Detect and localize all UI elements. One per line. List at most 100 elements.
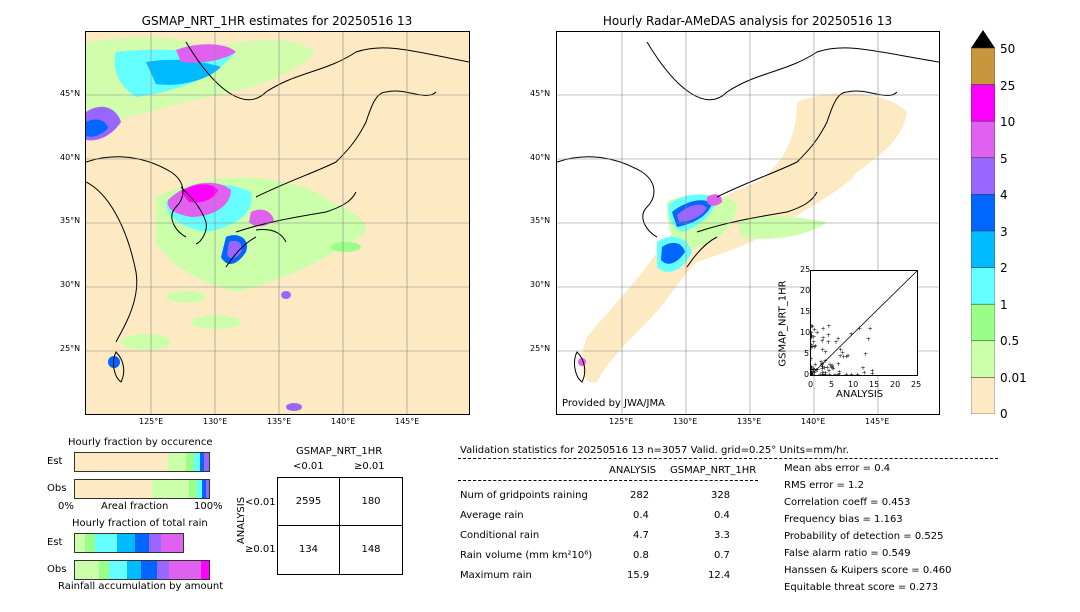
scatter-point: + <box>820 346 825 353</box>
colorbar-label: 2 <box>1000 261 1008 275</box>
right-lon-tick: 145°E <box>865 417 890 426</box>
scatter-point: + <box>811 345 814 352</box>
scatter-point: + <box>849 371 854 375</box>
scatter-point: + <box>811 365 814 372</box>
left-map-title: GSMAP_NRT_1HR estimates for 20250516 13 <box>141 14 413 28</box>
right-lat-tick: 35°N <box>530 216 551 225</box>
total-rain-obs-label: Obs <box>47 564 67 575</box>
colorbar-label: 4 <box>1000 188 1008 202</box>
scatter-point: + <box>823 358 828 365</box>
score-line: Mean abs error = 0.4 <box>784 463 891 474</box>
left-rain-patches <box>86 37 366 411</box>
scatter-point: + <box>820 366 825 373</box>
scatter-point: + <box>811 324 815 331</box>
scatter-point: + <box>863 351 868 358</box>
scatter-point: + <box>840 349 845 356</box>
score-line: False alarm ratio = 0.549 <box>784 548 911 559</box>
scatter-point: + <box>811 330 814 337</box>
score-line: Correlation coeff = 0.453 <box>784 497 911 508</box>
scatter-x-tick: 25 <box>911 380 922 389</box>
left-map-canvas <box>86 32 469 414</box>
occurrence-axis-right: 100% <box>194 501 223 512</box>
scatter-point: + <box>814 367 819 374</box>
scatter-point: + <box>837 369 842 375</box>
validation-header: Validation statistics for 20250516 13 n=… <box>460 445 849 456</box>
scatter-point: + <box>820 364 825 371</box>
scatter-x-tick: 20 <box>890 380 901 389</box>
right-lat-tick: 40°N <box>530 153 551 162</box>
stat-label: Average rain <box>460 510 524 521</box>
colorbar-segment <box>970 340 996 378</box>
colorbar-label: 0.01 <box>1000 371 1027 385</box>
scatter-point: + <box>818 359 823 366</box>
scatter-point: + <box>811 368 815 375</box>
scatter-point: + <box>819 361 824 368</box>
left-lat-tick: 35°N <box>60 216 81 225</box>
scatter-point: + <box>815 329 820 336</box>
stat-gsmap: 3.3 <box>714 530 730 541</box>
scatter-point: + <box>841 353 846 360</box>
contingency-cell: 148 <box>361 544 381 555</box>
scatter-point: + <box>829 364 834 371</box>
scatter-point: + <box>857 326 862 333</box>
right-lon-tick: 135°E <box>737 417 762 426</box>
stat-label: Conditional rain <box>460 530 540 541</box>
scatter-point: + <box>811 323 814 330</box>
scatter-point: + <box>812 367 817 374</box>
scatter-point: + <box>849 331 854 338</box>
scatter-point: + <box>820 370 825 375</box>
scatter-point: + <box>837 371 842 375</box>
stat-gsmap: 0.4 <box>714 510 730 521</box>
scatter-point: + <box>811 333 814 340</box>
scatter-point: + <box>811 356 814 363</box>
scatter-plot: + + + + + + + + + + + + + + + + + + + + + + + + + + + + + + + + + + + + + + + +… <box>808 270 918 379</box>
scatter-y-tick: 20 <box>800 286 811 295</box>
colorbar-segment <box>970 194 996 232</box>
total-rain-title: Hourly fraction of total rain <box>72 518 208 529</box>
occurrence-obs-label: Obs <box>47 483 67 494</box>
left-lon-tick: 140°E <box>331 417 356 426</box>
score-line: Frequency bias = 1.163 <box>784 514 903 525</box>
colorbar-segment <box>970 377 996 415</box>
scatter-point: + <box>811 339 816 346</box>
scatter-point: + <box>811 334 814 341</box>
right-lat-tick: 25°N <box>530 344 551 353</box>
colorbar-segment <box>970 84 996 122</box>
left-lat-tick: 25°N <box>60 344 81 353</box>
contingency-cell: 2595 <box>295 496 322 507</box>
contingency-row1: <0.01 <box>245 497 276 508</box>
occurrence-est-label: Est <box>47 456 63 467</box>
right-map-title: Hourly Radar-AMeDAS analysis for 2025051… <box>602 14 893 28</box>
contingency-col2: ≥0.01 <box>354 461 385 472</box>
stat-gsmap: 12.4 <box>708 570 731 581</box>
total-rain-obs-bar <box>74 560 210 580</box>
stat-label: Maximum rain <box>460 570 532 581</box>
right-lat-tick: 30°N <box>530 280 551 289</box>
scatter-x-tick: 10 <box>848 380 859 389</box>
left-lat-tick: 45°N <box>60 89 81 98</box>
stat-analysis: 282 <box>630 490 650 501</box>
scatter-point: + <box>830 365 835 372</box>
scatter-point: + <box>820 338 825 345</box>
right-lat-tick: 45°N <box>530 89 551 98</box>
scatter-point: + <box>823 349 828 356</box>
scatter-point: + <box>836 361 841 368</box>
total-rain-est-label: Est <box>47 537 63 548</box>
stat-gsmap: 0.7 <box>714 550 730 561</box>
scatter-point: + <box>870 371 875 375</box>
scatter-point: + <box>831 365 836 372</box>
colorbar <box>970 30 996 415</box>
scatter-y-tick: 15 <box>800 307 811 316</box>
scatter-point: + <box>811 367 814 374</box>
scatter-point: + <box>862 369 867 375</box>
scatter-point: + <box>812 344 817 351</box>
scatter-point: + <box>813 343 818 350</box>
scatter-point: + <box>812 370 817 375</box>
scatter-point: + <box>830 363 835 370</box>
stat-gsmap: 328 <box>711 490 731 501</box>
scatter-point: + <box>860 365 865 372</box>
contingency-row2: ≥0.01 <box>245 544 276 555</box>
scatter-point: + <box>821 335 826 342</box>
scatter-point: + <box>811 342 814 349</box>
scatter-point: + <box>812 327 817 334</box>
